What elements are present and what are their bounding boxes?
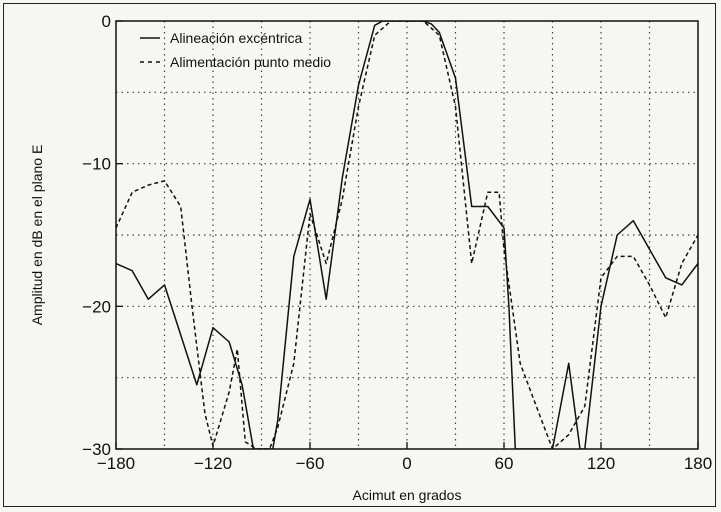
x-tick-label: −60 (296, 454, 325, 473)
legend: Alineación excéntrica Alimentación punto… (140, 30, 331, 70)
series-line-0 (116, 21, 698, 449)
y-tick-label: −20 (82, 297, 111, 316)
y-tick-label: −30 (82, 440, 111, 459)
x-tick-label: 180 (684, 454, 712, 473)
axis-ticks: −180 −120 −60 0 60 120 180 0 −10 −20 −30 (82, 12, 712, 473)
x-tick-label: −180 (97, 454, 135, 473)
x-tick-label: 120 (587, 454, 615, 473)
y-tick-label: −10 (82, 155, 111, 174)
chart-frame (3, 3, 716, 507)
series-group (116, 21, 698, 449)
x-tick-label: 60 (495, 454, 514, 473)
y-tick-label: 0 (102, 12, 111, 31)
series-line-1 (116, 21, 698, 449)
x-tick-label: −120 (194, 454, 232, 473)
legend-label-alineacion: Alineación excéntrica (170, 30, 303, 46)
x-axis-title: Acimut en grados (353, 487, 462, 503)
legend-label-alimentacion: Alimentación punto medio (170, 54, 331, 70)
x-tick-label: 0 (402, 454, 411, 473)
grid (116, 21, 698, 449)
y-axis-title: Amplitud en dB en el plano E (29, 145, 45, 326)
